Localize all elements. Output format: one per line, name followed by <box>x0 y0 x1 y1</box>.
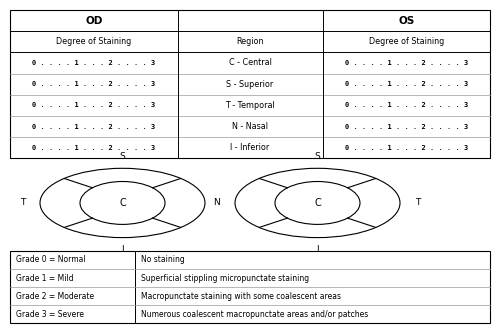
Text: S - Superior: S - Superior <box>226 80 274 89</box>
Text: 0 . . . . 1 . . . 2 . . . . 3: 0 . . . . 1 . . . 2 . . . . 3 <box>32 60 156 66</box>
Text: T: T <box>415 198 420 208</box>
Text: Macropunctate staining with some coalescent areas: Macropunctate staining with some coalesc… <box>141 292 341 301</box>
Text: C: C <box>314 198 321 208</box>
Text: No staining: No staining <box>141 255 185 264</box>
Text: 0 . . . . 1 . . . 2 . . . . 3: 0 . . . . 1 . . . 2 . . . . 3 <box>32 102 156 108</box>
Text: 0 . . . . 1 . . . 2 . . . . 3: 0 . . . . 1 . . . 2 . . . . 3 <box>344 123 468 130</box>
Text: S: S <box>120 152 126 161</box>
Text: I: I <box>121 245 124 254</box>
Text: N: N <box>213 198 220 208</box>
Text: T - Temporal: T - Temporal <box>225 101 275 110</box>
Text: Degree of Staining: Degree of Staining <box>368 37 444 46</box>
Text: OD: OD <box>85 16 102 25</box>
Text: Grade 3 = Severe: Grade 3 = Severe <box>16 310 84 319</box>
Text: Numerous coalescent macropunctate areas and/or patches: Numerous coalescent macropunctate areas … <box>141 310 368 319</box>
Text: 0 . . . . 1 . . . 2 . . . . 3: 0 . . . . 1 . . . 2 . . . . 3 <box>344 145 468 151</box>
Text: N - Nasal: N - Nasal <box>232 122 268 131</box>
Text: Superficial stippling micropunctate staining: Superficial stippling micropunctate stai… <box>141 274 309 282</box>
Text: OS: OS <box>398 16 414 25</box>
Text: Grade 1 = Mild: Grade 1 = Mild <box>16 274 74 282</box>
Text: Region: Region <box>236 37 264 46</box>
Text: 0 . . . . 1 . . . 2 . . . . 3: 0 . . . . 1 . . . 2 . . . . 3 <box>344 102 468 108</box>
Text: C - Central: C - Central <box>228 58 272 67</box>
Text: I: I <box>316 245 319 254</box>
Text: 0 . . . . 1 . . . 2 . . . . 3: 0 . . . . 1 . . . 2 . . . . 3 <box>344 81 468 87</box>
Text: 0 . . . . 1 . . . 2 . . . . 3: 0 . . . . 1 . . . 2 . . . . 3 <box>32 81 156 87</box>
Text: 0 . . . . 1 . . . 2 . . . . 3: 0 . . . . 1 . . . 2 . . . . 3 <box>32 145 156 151</box>
Text: Degree of Staining: Degree of Staining <box>56 37 132 46</box>
Text: I - Inferior: I - Inferior <box>230 143 270 152</box>
Text: Grade 2 = Moderate: Grade 2 = Moderate <box>16 292 94 301</box>
Text: T: T <box>20 198 25 208</box>
Text: C: C <box>119 198 126 208</box>
Text: S: S <box>314 152 320 161</box>
Text: 0 . . . . 1 . . . 2 . . . . 3: 0 . . . . 1 . . . 2 . . . . 3 <box>344 60 468 66</box>
Text: Grade 0 = Normal: Grade 0 = Normal <box>16 255 86 264</box>
Text: 0 . . . . 1 . . . 2 . . . . 3: 0 . . . . 1 . . . 2 . . . . 3 <box>32 123 156 130</box>
